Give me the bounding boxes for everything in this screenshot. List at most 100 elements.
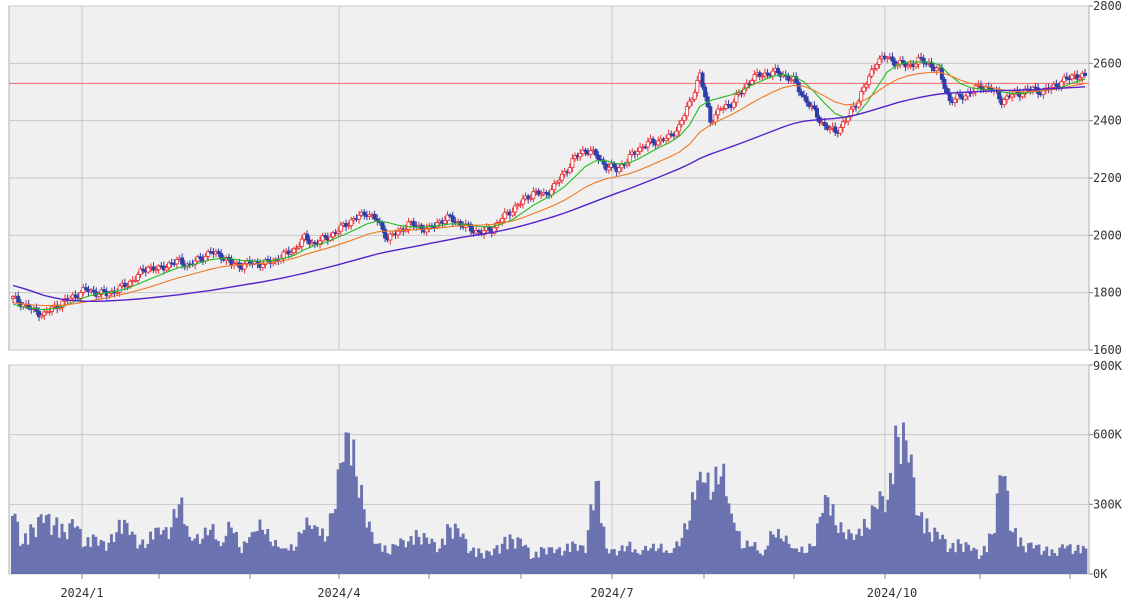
volume-bar (935, 531, 939, 574)
volume-bar (209, 529, 212, 574)
volume-bar (362, 509, 366, 574)
candle-down (383, 228, 388, 239)
candle-up (963, 95, 968, 100)
candle-up (135, 274, 140, 281)
volume-bar (576, 550, 580, 574)
volume-bar (83, 546, 87, 574)
volume-bar (94, 536, 98, 574)
candle-down (380, 222, 385, 230)
volume-bar (711, 491, 715, 574)
candle-up (424, 227, 429, 233)
volume-bar (623, 551, 627, 574)
volume-bar (1047, 555, 1051, 574)
candle-down (141, 268, 146, 272)
volume-bar (782, 541, 786, 574)
candle-down (596, 154, 601, 160)
candle-up (318, 240, 323, 245)
candle-up (570, 158, 575, 168)
volume-bar (735, 530, 739, 574)
volume-bar (321, 528, 324, 574)
volume-bar (193, 538, 197, 574)
candle-down (307, 239, 312, 245)
volume-bar (573, 543, 577, 574)
candle-up (1020, 93, 1025, 98)
candle-up (913, 63, 918, 68)
volume-bar (294, 546, 298, 574)
candle-down (822, 122, 827, 127)
price-tick-label: 2800 (1093, 0, 1122, 13)
volume-bar (360, 484, 364, 574)
volume-bar (529, 558, 533, 574)
volume-bar (1034, 545, 1038, 574)
volume-bar (662, 552, 666, 574)
candle-down (700, 72, 705, 88)
volume-bar (1053, 553, 1057, 574)
candle-up (154, 269, 159, 271)
volume-bar (448, 527, 452, 574)
volume-bar (795, 548, 799, 574)
volume-bar (31, 527, 35, 574)
volume-bar (120, 533, 124, 574)
candle-down (468, 224, 473, 232)
volume-bar (672, 548, 676, 574)
volume-bar (740, 548, 744, 574)
candle-down (91, 289, 96, 293)
volume-bar (482, 558, 486, 574)
volume-bar (774, 537, 778, 574)
candle-down (799, 91, 804, 96)
volume-bar (670, 552, 674, 574)
volume-bar (664, 550, 668, 574)
volume-bar (920, 512, 924, 574)
candle-up (39, 314, 44, 318)
volume-bar (836, 532, 840, 574)
volume-bar (766, 545, 770, 574)
volume-bar (73, 527, 77, 574)
volume-bar (722, 463, 726, 574)
candle-up (396, 230, 401, 236)
volume-bar (490, 555, 494, 574)
volume-bar (232, 533, 236, 574)
candle-down (796, 82, 801, 93)
candle-up (47, 310, 52, 313)
volume-bar (367, 521, 371, 574)
volume-bar (724, 496, 728, 574)
volume-bar (938, 539, 942, 574)
volume-bar (823, 495, 827, 574)
volume-bar (308, 525, 311, 574)
volume-bar (466, 553, 470, 574)
candle-down (807, 101, 812, 107)
candle-down (450, 215, 455, 223)
candle-up (721, 107, 726, 110)
volume-bar (302, 529, 306, 574)
volume-bar (222, 542, 225, 574)
volume-bar (1011, 532, 1015, 574)
volume-bar (453, 523, 457, 574)
x-tick-label: 2024/7 (590, 586, 633, 600)
volume-bar (808, 543, 812, 574)
volume-bar (474, 556, 478, 574)
volume-bar (261, 529, 265, 574)
volume-bar (24, 533, 27, 574)
volume-bar (844, 539, 848, 574)
volume-bar (803, 553, 806, 574)
candle-up (292, 248, 297, 254)
volume-bar (560, 555, 564, 574)
candle-up (869, 69, 874, 77)
volume-bar (680, 537, 684, 574)
volume-bar (479, 553, 483, 574)
candle-up (552, 183, 557, 191)
volume-bar (1060, 544, 1064, 574)
candle-down (476, 230, 481, 233)
candle-up (906, 64, 911, 68)
volume-bar (380, 551, 384, 574)
price-tick-label: 2600 (1093, 56, 1122, 70)
candle-up (193, 260, 198, 266)
volume-bar (719, 476, 723, 574)
volume-bar (1027, 543, 1030, 574)
volume-bar (89, 546, 93, 574)
price-tick-label: 1800 (1093, 286, 1122, 300)
volume-bar (274, 539, 278, 574)
volume-bar (870, 505, 874, 574)
volume-bar (279, 548, 283, 574)
candle-up (513, 205, 518, 213)
